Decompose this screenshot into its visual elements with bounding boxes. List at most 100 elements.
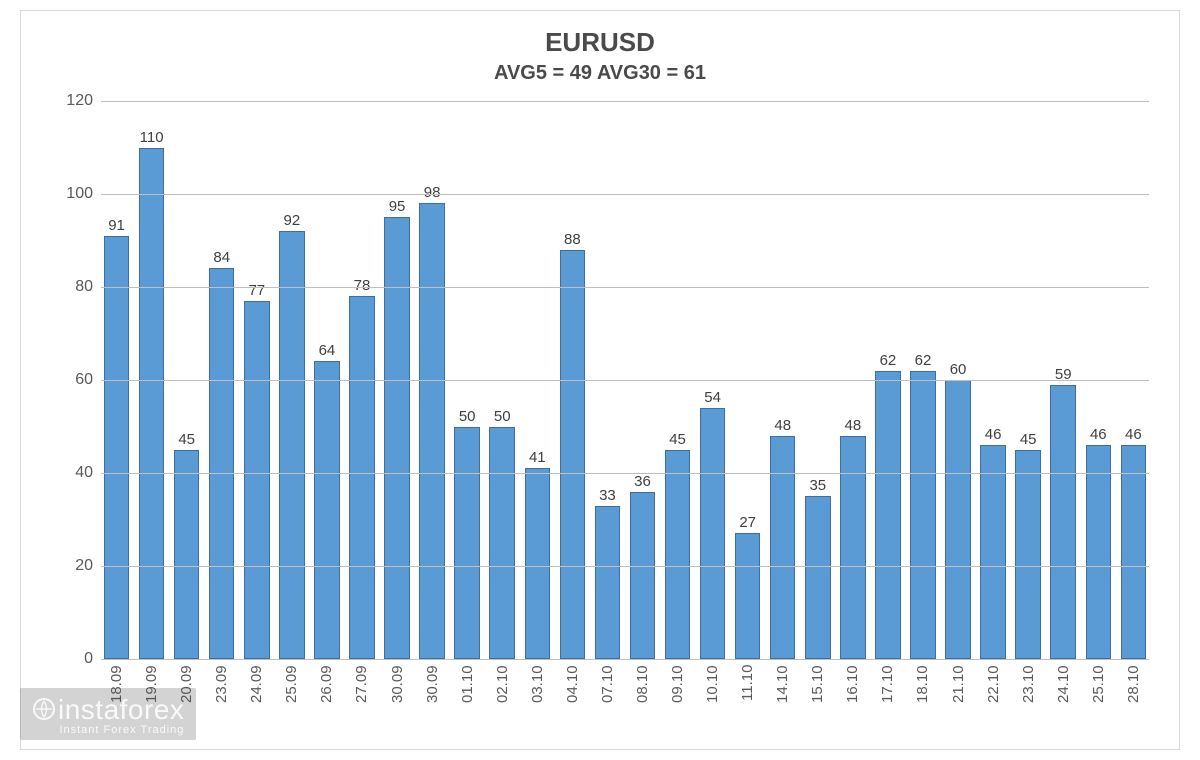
- y-tick-label: 100: [66, 185, 101, 203]
- x-tick-label: 30.09: [382, 665, 413, 737]
- chart-container: EURUSD AVG5 = 49 AVG30 = 61 91 110 45 84 77 9…: [20, 10, 1180, 750]
- bar: [419, 203, 444, 659]
- y-tick-label: 20: [75, 557, 101, 575]
- chart-subtitle: AVG5 = 49 AVG30 = 61: [41, 62, 1159, 85]
- bar: [805, 496, 830, 659]
- x-tick-label: 03.10: [522, 665, 553, 737]
- bar-value-label: 46: [1125, 426, 1142, 443]
- bar-value-label: 50: [494, 408, 511, 425]
- bar: [665, 450, 690, 659]
- bar: [910, 371, 935, 659]
- bar: [770, 436, 795, 659]
- x-tick-label: 18.09: [101, 665, 132, 737]
- bar-value-label: 54: [704, 389, 721, 406]
- x-tick-label: 15.10: [802, 665, 833, 737]
- x-tick-label: 08.10: [627, 665, 658, 737]
- x-tick-label: 24.10: [1048, 665, 1079, 737]
- bar-value-label: 45: [669, 431, 686, 448]
- x-tick-label: 26.09: [311, 665, 342, 737]
- bar-value-label: 48: [774, 417, 791, 434]
- bar: [630, 492, 655, 659]
- bar-value-label: 35: [809, 477, 826, 494]
- x-tick-label: 07.10: [592, 665, 623, 737]
- x-tick-label: 19.09: [136, 665, 167, 737]
- y-tick-label: 60: [75, 371, 101, 389]
- bar: [1086, 445, 1111, 659]
- bar: [980, 445, 1005, 659]
- x-tick-label: 11.10: [732, 665, 763, 737]
- bar: [454, 427, 479, 660]
- bar: [244, 301, 269, 659]
- bar: [104, 236, 129, 659]
- bar-value-label: 45: [1020, 431, 1037, 448]
- bar-value-label: 46: [985, 426, 1002, 443]
- y-tick-label: 40: [75, 464, 101, 482]
- x-tick-label: 09.10: [662, 665, 693, 737]
- bar-value-label: 62: [880, 352, 897, 369]
- bar: [875, 371, 900, 659]
- x-axis-labels: 18.0919.0920.0923.0924.0925.0926.0927.09…: [101, 665, 1149, 737]
- bar: [209, 268, 234, 659]
- x-tick-label: 16.10: [837, 665, 868, 737]
- bar: [1015, 450, 1040, 659]
- x-tick-label: 27.09: [346, 665, 377, 737]
- bar: [735, 533, 760, 659]
- x-tick-label: 20.09: [171, 665, 202, 737]
- x-tick-label: 24.09: [241, 665, 272, 737]
- x-tick-label: 18.10: [907, 665, 938, 737]
- x-tick-label: 25.10: [1083, 665, 1114, 737]
- bar-value-label: 60: [950, 361, 967, 378]
- bar-value-label: 62: [915, 352, 932, 369]
- bar-value-label: 46: [1090, 426, 1107, 443]
- bar: [700, 408, 725, 659]
- x-tick-label: 01.10: [452, 665, 483, 737]
- bar-value-label: 27: [739, 514, 756, 531]
- bar-value-label: 84: [213, 249, 230, 266]
- x-tick-label: 10.10: [697, 665, 728, 737]
- y-tick-label: 80: [75, 278, 101, 296]
- x-tick-label: 23.10: [1013, 665, 1044, 737]
- bar: [139, 148, 164, 660]
- bar-value-label: 92: [284, 212, 301, 229]
- bar: [840, 436, 865, 659]
- bar-value-label: 78: [354, 277, 371, 294]
- bar: [174, 450, 199, 659]
- chart-title: EURUSD: [41, 27, 1159, 58]
- bar: [945, 380, 970, 659]
- bar-value-label: 91: [108, 217, 125, 234]
- grid-line: [101, 194, 1149, 195]
- x-tick-label: 22.10: [978, 665, 1009, 737]
- grid-line: [101, 287, 1149, 288]
- grid-line: [101, 659, 1149, 660]
- bar-value-label: 77: [248, 282, 265, 299]
- bar-value-label: 110: [140, 129, 164, 146]
- x-tick-label: 25.09: [276, 665, 307, 737]
- x-tick-label: 17.10: [872, 665, 903, 737]
- grid-line: [101, 566, 1149, 567]
- y-tick-label: 0: [84, 650, 101, 668]
- bar: [595, 506, 620, 659]
- bar: [1050, 385, 1075, 659]
- x-tick-label: 02.10: [487, 665, 518, 737]
- bar-value-label: 36: [634, 473, 651, 490]
- bar: [1121, 445, 1146, 659]
- bar: [384, 217, 409, 659]
- x-tick-label: 28.10: [1118, 665, 1149, 737]
- bar-value-label: 45: [178, 431, 195, 448]
- bar: [314, 361, 339, 659]
- bar: [525, 468, 550, 659]
- bar: [489, 427, 514, 660]
- bar-value-label: 88: [564, 231, 581, 248]
- y-tick-label: 120: [66, 92, 101, 110]
- bar-value-label: 41: [529, 449, 546, 466]
- grid-line: [101, 380, 1149, 381]
- bar-value-label: 33: [599, 487, 616, 504]
- x-tick-label: 21.10: [943, 665, 974, 737]
- bar-value-label: 48: [845, 417, 862, 434]
- grid-line: [101, 101, 1149, 102]
- bar-value-label: 64: [319, 342, 336, 359]
- bar-value-label: 50: [459, 408, 476, 425]
- x-tick-label: 14.10: [767, 665, 798, 737]
- grid-line: [101, 473, 1149, 474]
- bar: [349, 296, 374, 659]
